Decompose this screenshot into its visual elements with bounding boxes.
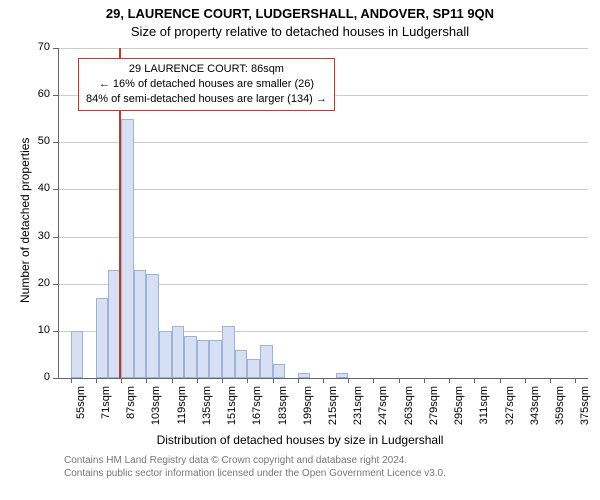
x-tick-label: 135sqm [201, 386, 213, 434]
credit-text: Contains HM Land Registry data © Crown c… [64, 454, 446, 480]
callout-box: 29 LAURENCE COURT: 86sqm← 16% of detache… [78, 58, 335, 111]
y-tick-label: 70 [28, 41, 50, 53]
x-tick-label: 263sqm [403, 386, 415, 434]
y-tick-label: 60 [28, 88, 50, 100]
histogram-bar [273, 364, 286, 378]
chart-title: 29, LAURENCE COURT, LUDGERSHALL, ANDOVER… [0, 6, 600, 21]
histogram-bar [260, 345, 273, 378]
y-axis-line [58, 48, 59, 378]
chart-subtitle: Size of property relative to detached ho… [0, 24, 600, 39]
histogram-bar [235, 350, 248, 378]
x-tick-label: 231sqm [352, 386, 364, 434]
y-tick-label: 40 [28, 182, 50, 194]
callout-line: 84% of semi-detached houses are larger (… [86, 92, 327, 107]
grid-line [58, 48, 588, 49]
callout-line: 29 LAURENCE COURT: 86sqm [86, 62, 327, 77]
histogram-bar [197, 340, 210, 378]
x-tick-label: 375sqm [579, 386, 591, 434]
grid-line [58, 237, 588, 238]
x-tick-label: 279sqm [428, 386, 440, 434]
y-tick-label: 20 [28, 277, 50, 289]
histogram-bar [222, 326, 235, 378]
histogram-bar [209, 340, 222, 378]
x-tick-label: 55sqm [75, 386, 87, 434]
x-axis-line [58, 378, 588, 379]
y-tick-label: 50 [28, 135, 50, 147]
histogram-bar [146, 274, 159, 378]
histogram-bar [184, 336, 197, 378]
x-tick-label: 359sqm [554, 386, 566, 434]
x-tick-label: 327sqm [504, 386, 516, 434]
callout-line: ← 16% of detached houses are smaller (26… [86, 77, 327, 92]
x-tick-label: 343sqm [529, 386, 541, 434]
x-tick-label: 215sqm [327, 386, 339, 434]
histogram-bar [96, 298, 109, 378]
x-tick-label: 119sqm [176, 386, 188, 434]
histogram-bar [121, 119, 134, 378]
x-tick-label: 183sqm [277, 386, 289, 434]
x-tick-label: 151sqm [226, 386, 238, 434]
y-tick-label: 30 [28, 230, 50, 242]
y-tick-label: 10 [28, 324, 50, 336]
histogram-bar [134, 270, 147, 378]
x-tick-label: 167sqm [251, 386, 263, 434]
x-tick-label: 295sqm [453, 386, 465, 434]
x-tick-label: 311sqm [478, 386, 490, 434]
histogram-bar [247, 359, 260, 378]
histogram-bar [172, 326, 185, 378]
credit-line: Contains HM Land Registry data © Crown c… [64, 454, 446, 467]
x-tick-label: 71sqm [100, 386, 112, 434]
x-tick-label: 87sqm [125, 386, 137, 434]
x-tick-label: 199sqm [302, 386, 314, 434]
x-tick-label: 247sqm [377, 386, 389, 434]
y-tick-label: 0 [28, 371, 50, 383]
x-tick-label: 103sqm [150, 386, 162, 434]
histogram-bar [71, 331, 84, 378]
credit-line: Contains public sector information licen… [64, 467, 446, 480]
histogram-bar [159, 331, 172, 378]
x-axis-label: Distribution of detached houses by size … [0, 433, 600, 447]
grid-line [58, 142, 588, 143]
grid-line [58, 189, 588, 190]
